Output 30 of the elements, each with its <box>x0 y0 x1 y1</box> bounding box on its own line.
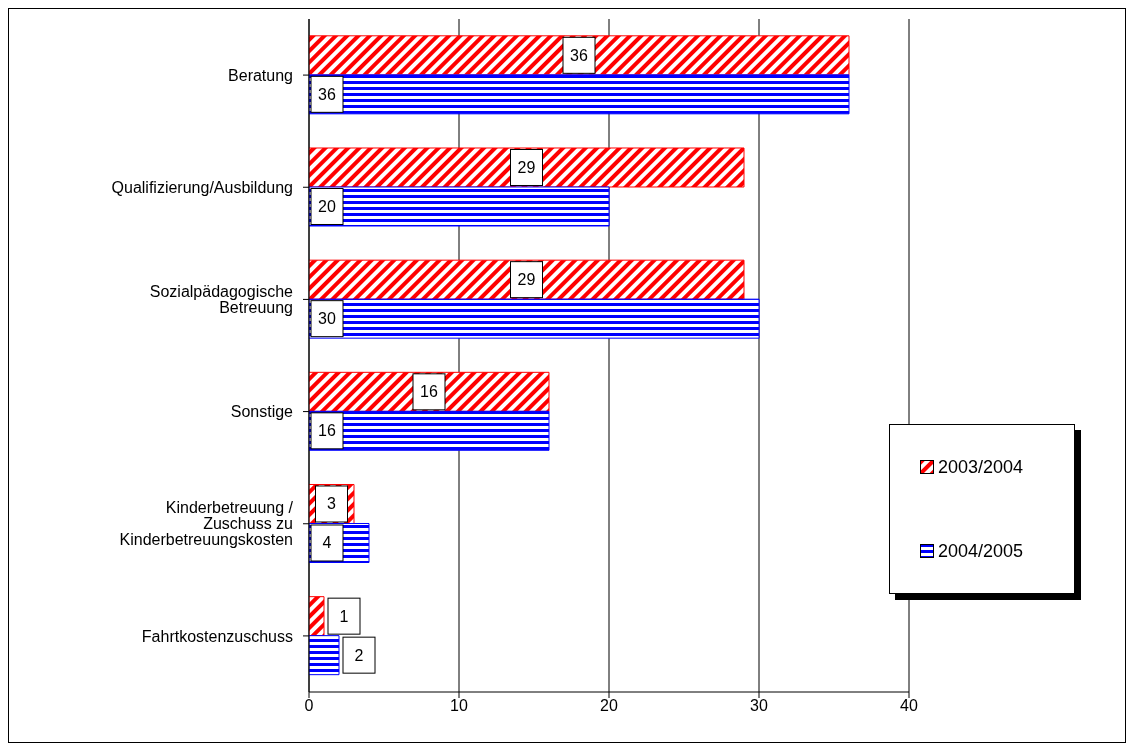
y-tick-label: Beratung <box>228 66 293 84</box>
x-tick-label: 40 <box>900 697 918 715</box>
x-tick-label: 20 <box>600 697 618 715</box>
x-tick-label: 10 <box>450 697 468 715</box>
bar <box>309 147 745 188</box>
data-label: 16 <box>420 383 438 401</box>
y-tick-label: Qualifizierung/Ausbildung <box>111 178 293 196</box>
data-label: 2 <box>354 646 364 664</box>
bar <box>309 259 745 300</box>
legend-label: 2004/2005 <box>938 540 1024 562</box>
data-label: 20 <box>318 197 336 215</box>
legend-label: 2003/2004 <box>938 456 1024 478</box>
data-label: 3 <box>327 495 337 513</box>
y-tick-label: Sonstige <box>230 403 294 421</box>
y-tick-label: Fahrtkostenzuschuss <box>141 627 293 645</box>
data-label: 29 <box>517 158 536 176</box>
y-tick-label: Kinderbetreuung / Zuschuss zu Kinderbetreuungskosten <box>119 499 294 549</box>
data-label: 29 <box>517 271 536 289</box>
bar <box>309 35 850 76</box>
data-label: 30 <box>318 310 336 328</box>
data-label: 16 <box>318 422 336 440</box>
data-label: 36 <box>318 85 336 103</box>
x-tick-label: 30 <box>750 697 768 715</box>
bar <box>309 74 850 115</box>
data-label: 36 <box>570 46 588 64</box>
data-label: 1 <box>339 607 349 625</box>
data-label: 4 <box>322 534 332 552</box>
bar <box>309 298 760 339</box>
x-tick-label: 0 <box>304 697 314 715</box>
y-tick-label: Sozialpädagogische Betreuung <box>149 283 294 317</box>
